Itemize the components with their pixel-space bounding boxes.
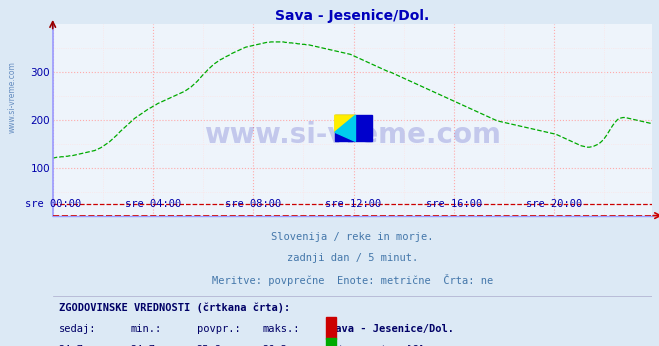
Text: sre 08:00: sre 08:00	[225, 199, 281, 209]
Text: sre 00:00: sre 00:00	[24, 199, 81, 209]
Polygon shape	[335, 115, 355, 132]
Bar	[335, 115, 372, 142]
Text: 26,3: 26,3	[262, 345, 287, 346]
Text: maks.:: maks.:	[262, 324, 300, 334]
Text: temperatura[C]: temperatura[C]	[337, 345, 425, 346]
Text: 24,7: 24,7	[59, 345, 84, 346]
Text: sedaj:: sedaj:	[59, 324, 96, 334]
Text: sre 12:00: sre 12:00	[326, 199, 382, 209]
Bar	[326, 317, 336, 339]
Text: Slovenija / reke in morje.: Slovenija / reke in morje.	[272, 232, 434, 242]
Text: min.:: min.:	[130, 324, 162, 334]
Bar	[326, 338, 336, 346]
Text: sre 20:00: sre 20:00	[526, 199, 583, 209]
Text: www.si-vreme.com: www.si-vreme.com	[8, 61, 17, 133]
Text: 25,8: 25,8	[196, 345, 221, 346]
Text: zadnji dan / 5 minut.: zadnji dan / 5 minut.	[287, 253, 418, 263]
Text: povpr.:: povpr.:	[196, 324, 241, 334]
Text: Meritve: povprečne  Enote: metrične  Črta: ne: Meritve: povprečne Enote: metrične Črta:…	[212, 274, 493, 286]
Text: sre 16:00: sre 16:00	[426, 199, 482, 209]
Text: sre 04:00: sre 04:00	[125, 199, 181, 209]
Title: Sava - Jesenice/Dol.: Sava - Jesenice/Dol.	[275, 9, 430, 23]
Polygon shape	[335, 115, 355, 142]
Text: Sava - Jesenice/Dol.: Sava - Jesenice/Dol.	[329, 324, 453, 334]
Text: 24,7: 24,7	[130, 345, 156, 346]
Text: www.si-vreme.com: www.si-vreme.com	[204, 121, 501, 149]
Text: ZGODOVINSKE VREDNOSTI (črtkana črta):: ZGODOVINSKE VREDNOSTI (črtkana črta):	[59, 302, 290, 312]
